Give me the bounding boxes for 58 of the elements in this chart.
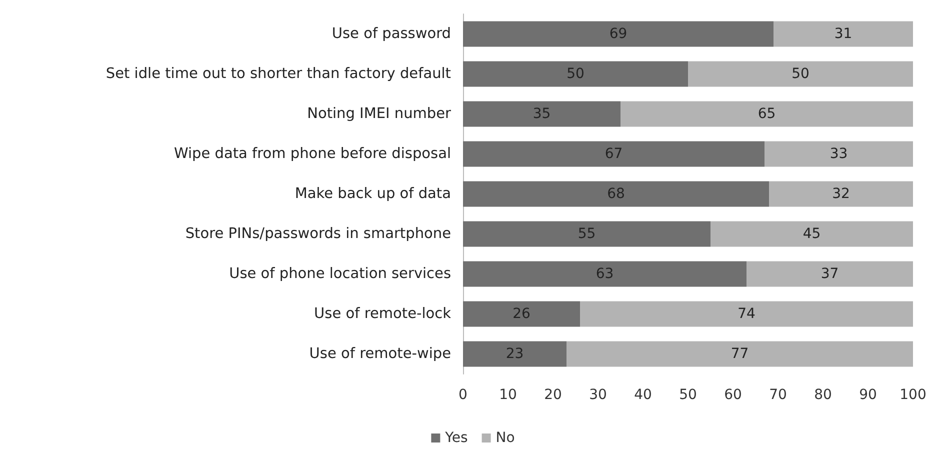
data-label: 26: [512, 306, 530, 322]
bar: [769, 181, 913, 207]
y-tick-label: Store PINs/passwords in smartphone: [185, 226, 452, 242]
bar: [463, 61, 688, 87]
y-tick-label: Use of remote-lock: [314, 306, 452, 322]
data-label: 68: [607, 186, 625, 202]
bar: [463, 261, 746, 287]
x-tick-label: 0: [458, 387, 468, 403]
data-label: 74: [738, 306, 756, 322]
bar: [710, 221, 913, 247]
bar: [463, 101, 620, 127]
bar: [746, 261, 913, 287]
data-label: 23: [506, 346, 524, 362]
data-label: 77: [730, 346, 749, 362]
data-label: 32: [832, 186, 850, 202]
bar: [620, 101, 913, 127]
bar: [463, 221, 710, 247]
data-label: 35: [532, 106, 551, 122]
data-label: 69: [609, 26, 628, 42]
data-label: 65: [758, 106, 776, 122]
bar: [463, 21, 774, 47]
x-tick-label: 100: [900, 387, 926, 403]
y-tick-label: Use of remote-wipe: [309, 346, 452, 362]
data-label: 63: [596, 266, 614, 282]
x-tick-label: 80: [814, 387, 832, 403]
bar: [463, 181, 769, 207]
x-tick-label: 20: [544, 387, 562, 403]
bar: [463, 341, 566, 367]
data-label: 31: [834, 26, 852, 42]
bar: [566, 341, 913, 367]
x-tick-label: 70: [769, 387, 787, 403]
data-label: 67: [604, 146, 623, 162]
data-label: 33: [830, 146, 848, 162]
bar: [580, 301, 913, 327]
bar: [774, 21, 913, 47]
x-tick-label: 50: [679, 387, 697, 403]
data-label: 55: [578, 226, 596, 242]
bar: [688, 61, 913, 87]
legend-label: No: [496, 430, 515, 446]
x-tick-label: 10: [499, 387, 517, 403]
x-tick-label: 30: [589, 387, 607, 403]
data-label: 45: [802, 226, 821, 242]
y-tick-label: Use of password: [332, 26, 451, 42]
data-label: 50: [792, 66, 810, 82]
y-tick-label: Wipe data from phone before disposal: [174, 146, 451, 162]
y-tick-label: Use of phone location services: [229, 266, 451, 282]
x-tick-label: 60: [724, 387, 742, 403]
data-label: 50: [566, 66, 584, 82]
data-label: 37: [820, 266, 839, 282]
x-tick-label: 40: [634, 387, 652, 403]
y-tick-label: Noting IMEI number: [307, 106, 452, 122]
bar: [463, 141, 764, 167]
x-tick-label: 90: [859, 387, 877, 403]
y-tick-label: Set idle time out to shorter than factory default: [106, 66, 452, 82]
bar: [764, 141, 913, 167]
legend-label: Yes: [444, 430, 468, 446]
bar: [463, 301, 580, 327]
y-tick-label: Make back up of data: [294, 186, 451, 202]
